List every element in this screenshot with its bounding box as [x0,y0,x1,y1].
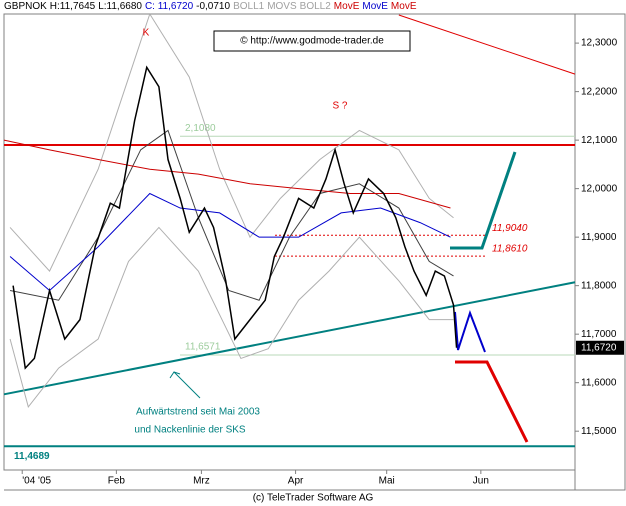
y-tick-label: 11,7000 [581,329,617,340]
y-tick-label: 11,9000 [581,232,617,243]
annotation-arrow [173,371,201,399]
copyright-box [213,30,411,52]
last-price-box [576,340,624,355]
y-tick-label: 12,1000 [581,135,618,146]
annotation-arrowhead [169,371,181,379]
header-item: BOLL2 [299,1,331,12]
y-tick-label: 11,6000 [581,377,617,388]
header-item: L:11,6680 [98,1,142,12]
annotation: © http://www.godmode-trader.de [240,36,384,47]
y-tick-label: 12,2000 [581,86,618,97]
header-item: BOLL1 [233,1,265,12]
x-tick-label: Feb [108,476,126,487]
x-tick-label: Jun [473,476,489,487]
annotation: K [143,28,150,39]
header-item: -0,0710 [196,1,231,12]
series-line [9,12,454,272]
forecast-down [455,360,529,443]
trendline [398,14,576,75]
forecast-zigzag [454,310,486,353]
header-item: MovE [390,1,417,12]
y-tick-label: 12,3000 [581,38,618,49]
series-line [9,192,451,292]
header-item: H:11,7645 [49,1,96,12]
series-line [3,139,451,209]
header-item: C: 11,6720 [144,1,194,12]
x-tick-label: Apr [288,476,304,487]
level-label: 11,4689 [14,451,50,462]
price-axis-frame [574,13,626,491]
series-line [9,129,454,301]
annotation: S ? [332,101,347,112]
trendline [3,281,576,396]
y-tick-label: 12,0000 [581,183,618,194]
forecast-up [450,151,517,250]
series-line [9,226,454,409]
level-label: 11,6571 [185,342,221,353]
y-tick-label: 11,8000 [581,280,617,291]
x-tick-label: '04 '05 [22,476,51,487]
annotation: Aufwärtstrend seit Mai 2003 [136,407,260,418]
last-price-label: 11,6720 [581,342,617,353]
header-item: MovE [362,1,388,12]
level-label: 2,1080 [185,123,216,134]
series-line [12,65,458,370]
plot-frame [3,13,576,471]
x-tick-label: Mrz [193,476,210,487]
level-label: 11,9040 [492,223,528,234]
footer: (c) TeleTrader Software AG [253,493,374,504]
header: GBPNOK H:11,7645 L:11,6680 C: 11,6720 -0,071… [4,1,419,12]
header-item: GBPNOK [4,1,47,12]
header-item: MOVS [267,1,297,12]
header-item: MovE [333,1,360,12]
y-tick-label: 11,5000 [581,426,617,437]
annotation: und Nackenlinie der SKS [134,425,246,436]
x-tick-label: Mai [379,476,395,487]
level-label: 11,8610 [492,244,528,255]
